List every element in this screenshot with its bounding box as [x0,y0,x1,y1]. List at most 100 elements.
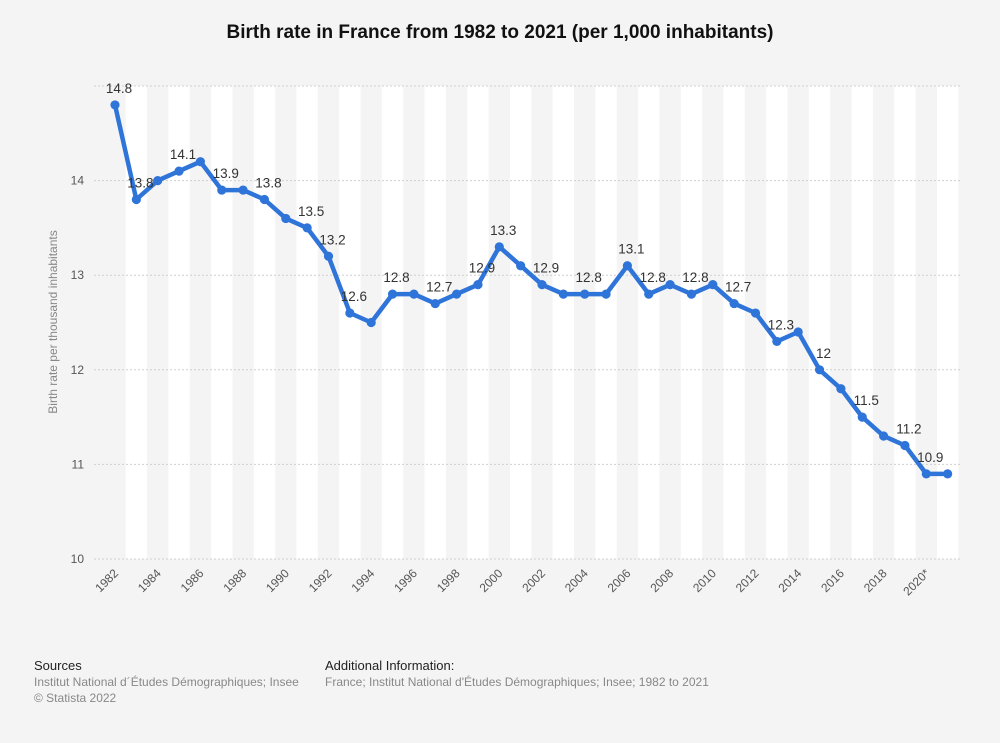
data-point [452,289,462,299]
x-tick-label: 2002 [519,566,548,595]
column-band [339,86,361,559]
y-axis-label: Birth rate per thousand inhabitants [46,230,60,413]
y-tick-label: 13 [71,268,85,282]
column-band [638,86,660,559]
x-tick-label: 1992 [306,566,335,595]
chart-title: Birth rate in France from 1982 to 2021 (… [226,22,774,43]
data-point [110,100,120,110]
data-point [516,261,526,271]
data-point [217,185,227,195]
y-tick-label: 14 [71,174,85,188]
x-tick-label: 2016 [818,566,847,595]
data-point [772,336,782,347]
data-point [281,213,291,224]
x-tick-label: 1996 [391,566,420,595]
data-label: 12.6 [341,289,367,304]
x-tick-label: 1990 [263,566,292,595]
sources-line-2: © Statista 2022 [34,691,117,705]
series-birth-rate [112,102,950,477]
y-tick-label: 11 [72,457,85,471]
data-label: 13.2 [319,232,345,247]
data-label: 12.8 [640,270,666,285]
sources-block: Sources Institut National d´Études Démog… [34,658,299,706]
data-label: 11.5 [854,393,879,408]
data-point [836,384,846,394]
column-band [125,86,148,559]
x-axis-ticks: 1982 1984 1986 1988 1990 1992 1994 1996 1998 2000… [92,566,932,598]
data-point [323,251,334,261]
additional-info-line-1: France; Institut National d'Études Démog… [325,675,709,689]
x-tick-label: 2020* [900,566,932,598]
data-point [622,261,633,271]
data-point [153,176,163,186]
column-band [253,86,276,559]
data-label: 12.8 [383,270,409,285]
x-tick-label: 2008 [647,566,676,595]
data-point [921,469,931,479]
data-points [110,100,953,479]
data-point [601,289,611,299]
x-tick-label: 1986 [178,566,207,595]
data-label: 13.8 [127,176,153,191]
data-point [174,166,184,176]
data-label: 11.2 [896,421,921,436]
data-point [302,223,312,233]
data-point [708,280,718,290]
column-band [808,86,831,559]
data-point [729,298,739,309]
data-labels: 14.8 13.8 14.1 13.9 13.8 13.5 13.2 12.6 12.8 12.7… [106,81,944,465]
x-tick-label: 2014 [776,566,805,595]
data-label: 12.9 [533,261,559,276]
sources-line-1: Institut National d´Études Démographique… [34,675,299,689]
data-label: 13.3 [490,223,516,238]
series-line [112,102,950,477]
data-point [387,289,398,299]
data-point [580,289,590,299]
data-point [195,157,205,167]
x-tick-label: 1982 [92,566,121,595]
data-label: 12.8 [682,270,708,285]
x-tick-label: 1998 [434,566,463,595]
column-band [851,86,873,559]
data-label: 12.9 [469,261,495,276]
data-point [430,298,440,309]
data-point [238,185,248,195]
y-tick-label: 12 [71,363,85,377]
column-band [509,86,532,559]
y-axis-ticks: 10 11 12 13 14 [71,174,85,566]
data-point [131,194,141,205]
y-tick-label: 10 [71,552,85,566]
sources-title: Sources [34,658,82,673]
data-point [793,327,803,337]
data-point [665,280,675,290]
x-tick-label: 2012 [733,566,762,595]
x-tick-label: 1994 [349,566,378,595]
data-point [366,317,376,328]
data-point [900,440,910,451]
x-tick-label: 2004 [562,566,591,595]
x-tick-label: 1988 [220,566,249,595]
additional-info-title: Additional Information: [325,658,455,673]
column-band [467,86,489,559]
column-band [766,86,788,559]
data-label: 13.9 [213,166,239,181]
column-band [680,86,703,559]
data-point [473,280,483,290]
x-tick-label: 2000 [477,566,506,595]
data-point [259,194,270,205]
data-label: 13.5 [298,204,324,219]
data-label: 12.7 [725,280,751,295]
column-band [723,86,745,559]
data-point [879,431,889,441]
data-point [537,280,547,290]
column-bands [125,86,959,559]
column-band [936,86,959,559]
data-label: 14.1 [170,147,196,162]
data-point [345,308,355,318]
data-label: 14.8 [106,81,132,96]
data-label: 12.7 [426,280,452,295]
data-point [644,289,654,299]
x-tick-label: 1984 [135,566,164,595]
x-tick-label: 2006 [605,566,634,595]
